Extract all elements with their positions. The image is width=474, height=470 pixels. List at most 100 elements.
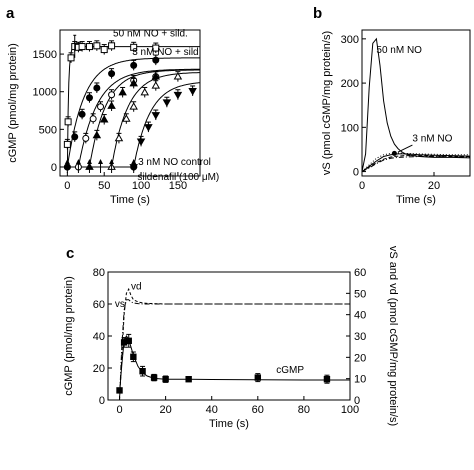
data-point-square [162,376,168,382]
panel-label-b: b [313,5,322,22]
annotation-c: vs [115,299,125,310]
data-point-square [324,376,330,382]
annotation-c: vd [131,282,142,293]
y2-tick-label: 60 [354,267,366,279]
data-point-square [185,376,191,382]
leader-line [398,145,412,152]
arrow-head [65,159,70,164]
data-point-square [68,55,74,61]
panel-c: 0 20 40 60 80 1000204060800102030405060cTime … [63,245,399,430]
x-tick-label: 50 [98,180,110,192]
y2-tick-label: 0 [354,395,360,407]
series-line [362,156,470,172]
vs-line [120,300,351,400]
y-axis-label-c: cGMP (pmol/mg protein) [63,276,75,396]
data-point-triangle-down [189,89,196,95]
series-line [362,157,470,172]
x-axis-label-a: Time (s) [110,194,150,206]
data-point-triangle-up [116,135,123,141]
y-tick-label: 500 [39,124,57,136]
data-point-square [130,354,136,360]
y-tick-label: 1500 [33,49,57,61]
annotation-b: 3 nM NO [412,133,452,144]
axes-frame-c [108,272,350,400]
fit-curve [120,336,351,394]
annotation-a: 3 nM NO control [138,157,211,168]
x-tick-label: 80 [298,404,310,416]
arrow-head [98,159,103,164]
y-tick-label: 0 [51,162,57,174]
annotation-b: 50 nM NO [376,45,422,56]
arrow-head [87,159,92,164]
x-axis-label-c: Time (s) [209,418,249,430]
x-axis-label-b: Time (s) [396,194,436,206]
data-point-square [64,141,70,147]
data-point-triangle-down [152,113,159,119]
data-point-square [139,368,145,374]
x-tick-label: 20 [159,404,171,416]
y-tick-label: 1000 [33,87,57,99]
data-point-square [116,387,122,393]
y-tick-label: 200 [341,78,359,90]
data-point-square [65,119,71,125]
data-point-triangle-up [152,82,159,88]
data-point-square [101,47,107,53]
y2-tick-label: 50 [354,288,366,300]
data-point-circle [79,111,85,117]
annotation-a: 50 nM NO + sild. [113,28,188,39]
fit-curve [60,69,200,167]
y-tick-label: 0 [353,167,359,179]
data-point-circle [83,135,89,141]
data-point-square [86,44,92,50]
y2-tick-label: 10 [354,374,366,386]
data-point-triangle-down [174,92,181,98]
y-tick-label: 80 [93,267,105,279]
y2-tick-label: 40 [354,310,366,322]
x-tick-label: 60 [252,404,264,416]
data-point-square [126,338,132,344]
y2-axis-label-c: vS and vd (pmol cGMP/mg protein/s) [387,246,399,426]
annotation-a: sildenafil (100 μM) [137,172,219,183]
panel-label-c: c [66,245,74,262]
data-point-square [255,374,261,380]
data-point-triangle-up [141,89,148,95]
data-point-circle [109,71,115,77]
data-point-square [79,44,85,50]
fit-curves-a [60,47,200,167]
panel-label-a: a [6,5,15,22]
data-point-triangle-up [130,103,137,109]
data-point-circle [94,85,100,91]
y-tick-label: 20 [93,363,105,375]
annotation-c: cGMP [276,365,304,376]
y2-tick-label: 20 [354,352,366,364]
fit-curve [60,47,200,167]
series-line [362,39,470,172]
data-point-square [109,43,115,49]
data-point-triangle-up [108,102,115,108]
y-tick-label: 100 [341,122,359,134]
data-point-circle [90,116,96,122]
data-point-circle [72,134,78,140]
x-tick-label: 0 [359,180,365,192]
data-point-circle [109,92,115,98]
y-tick-label: 40 [93,331,105,343]
vd-line [120,289,351,400]
data-point-circle [98,104,104,110]
y-axis-label-b: vS (pmol cGMP/mg protein/s) [321,31,333,175]
y-tick-label: 60 [93,299,105,311]
x-tick-label: 40 [206,404,218,416]
data-point-circle [131,62,137,68]
data-point-triangle-down [145,125,152,131]
y-axis-label-a: cGMP (pmol/mg protein) [7,43,19,163]
y-tick-label: 0 [99,395,105,407]
data-point-triangle-down [163,100,170,106]
y-tick-label: 300 [341,34,359,46]
y2-tick-label: 30 [354,331,366,343]
data-point-circle [86,95,92,101]
x-tick-label: 0 [64,180,70,192]
x-tick-label: 0 [116,404,122,416]
data-point-square [94,43,100,49]
data-point-circle [153,57,159,63]
